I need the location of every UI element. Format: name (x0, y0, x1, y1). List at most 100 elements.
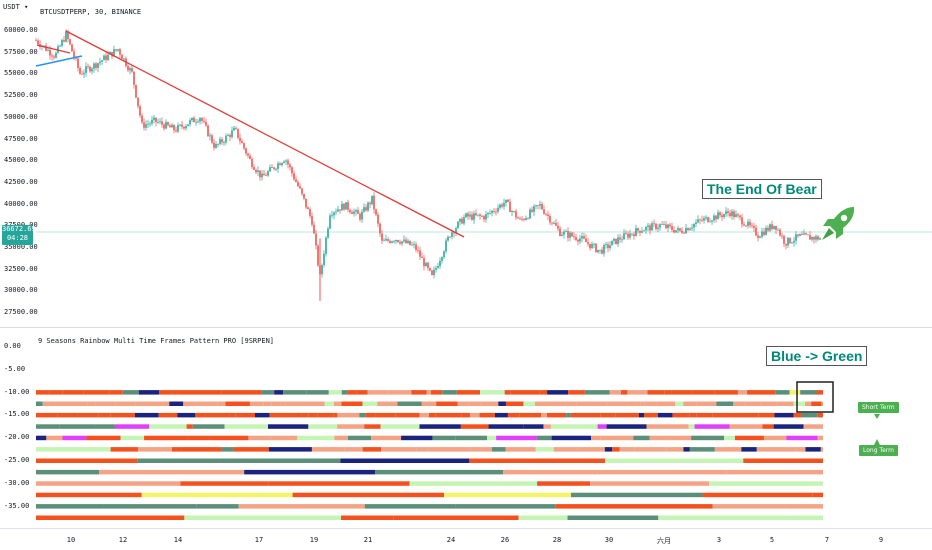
trendline-red-downtrend[interactable] (65, 30, 465, 238)
time-axis-label: 19 (309, 536, 319, 544)
rainbow-segment (202, 390, 222, 395)
candle-body (291, 167, 293, 174)
candle-body (603, 244, 605, 254)
candle-body (659, 224, 661, 228)
rainbow-segment (786, 435, 818, 441)
candle-body (413, 244, 415, 246)
candle-body (749, 221, 751, 226)
price-pane[interactable]: USDT ▾ BTCUSDTPERP, 30, BINANCE 60000.00… (0, 0, 932, 327)
candle-body (189, 120, 191, 125)
candle-body (215, 144, 217, 148)
long-term-tag[interactable]: Long Term (859, 445, 898, 456)
indicator-pane[interactable]: 9 Seasons Rainbow Multi Time Frames Patt… (0, 328, 932, 520)
candle-body (129, 68, 131, 71)
candle-body (391, 241, 393, 243)
candle-body (231, 130, 233, 137)
candle-body (433, 269, 435, 276)
rainbow-segment (86, 435, 121, 441)
candle-body (297, 182, 299, 187)
rainbow-segment (803, 424, 823, 429)
candle-body (715, 215, 717, 220)
highlight-box[interactable] (796, 381, 834, 413)
candle-body (383, 240, 385, 242)
rainbow-segment (576, 401, 588, 406)
candle-body (87, 66, 89, 68)
candle-body (163, 124, 165, 129)
candle-body (575, 237, 577, 240)
rainbow-segment (505, 401, 524, 406)
rainbow-segment (776, 401, 794, 406)
candle-body (385, 239, 387, 241)
rainbow-segment (646, 424, 689, 429)
rainbow-segment (590, 481, 710, 486)
candle-body (617, 237, 619, 245)
rainbow-pattern-chart[interactable] (0, 328, 932, 520)
candle-body (263, 173, 265, 176)
rainbow-segment (169, 401, 184, 406)
rainbow-segment (805, 447, 821, 452)
rainbow-segment (683, 401, 697, 406)
candle-body (457, 221, 459, 229)
rainbow-segment (62, 435, 87, 441)
candle-body (657, 227, 659, 229)
rainbow-segment (138, 390, 160, 395)
candle-body (587, 242, 589, 244)
indicator-axis-tick: -30.00 (4, 478, 30, 487)
candle-body (79, 67, 81, 74)
rainbow-segment (761, 401, 777, 406)
rainbow-segment (217, 401, 226, 406)
rainbow-segment (62, 390, 84, 395)
rainbow-segment (77, 412, 99, 418)
rainbow-segment (181, 447, 222, 452)
rainbow-segment (307, 401, 325, 406)
rainbow-segment (702, 492, 813, 498)
candle-body (685, 228, 687, 234)
candle-body (501, 204, 503, 207)
candle-body (581, 236, 583, 239)
candle-body (123, 58, 125, 60)
candle-body (699, 219, 701, 221)
short-term-tag[interactable]: Short Term (858, 402, 899, 413)
candle-body (363, 207, 365, 212)
rainbow-segment (337, 424, 365, 429)
blue-to-green-annotation[interactable]: Blue -> Green (766, 346, 868, 366)
price-chart[interactable] (0, 0, 932, 327)
rainbow-segment (192, 424, 225, 429)
candle-body (429, 267, 431, 271)
rainbow-segment (523, 424, 544, 429)
rainbow-segment (362, 447, 382, 452)
rainbow-segment (195, 401, 218, 406)
trendline-blue[interactable] (35, 55, 83, 67)
rainbow-segment (600, 412, 616, 418)
candle-body (425, 262, 427, 267)
rainbow-segment (606, 401, 629, 406)
candle-body (479, 214, 481, 216)
candle-body (35, 40, 37, 42)
rainbow-segment (670, 435, 692, 441)
candle-body (285, 160, 287, 162)
end-of-bear-annotation[interactable]: The End Of Bear (702, 179, 822, 199)
rainbow-segment (709, 481, 806, 486)
candle-body (647, 225, 649, 227)
rainbow-segment (615, 412, 639, 418)
candle-body (707, 217, 709, 222)
rainbow-segment (507, 412, 520, 418)
candle-body (729, 213, 731, 217)
candle-body (441, 257, 443, 261)
price-axis-tick: 45000.00 (4, 156, 38, 165)
candle-body (689, 228, 691, 231)
candle-body (549, 215, 551, 223)
pane-separator[interactable] (0, 327, 932, 328)
candle-body (645, 226, 647, 231)
candle-body (173, 124, 175, 131)
indicator-title[interactable]: 9 Seasons Rainbow Multi Time Frames Patt… (38, 337, 275, 345)
candle-body (793, 240, 795, 243)
rainbow-segment (741, 447, 757, 452)
candle-body (45, 45, 47, 51)
rainbow-segment (442, 390, 457, 395)
rocket-icon[interactable] (818, 204, 858, 244)
rainbow-segment (537, 481, 591, 486)
candle-body (547, 214, 549, 216)
trendline-red-short[interactable] (36, 44, 71, 54)
candle-body (149, 123, 151, 125)
